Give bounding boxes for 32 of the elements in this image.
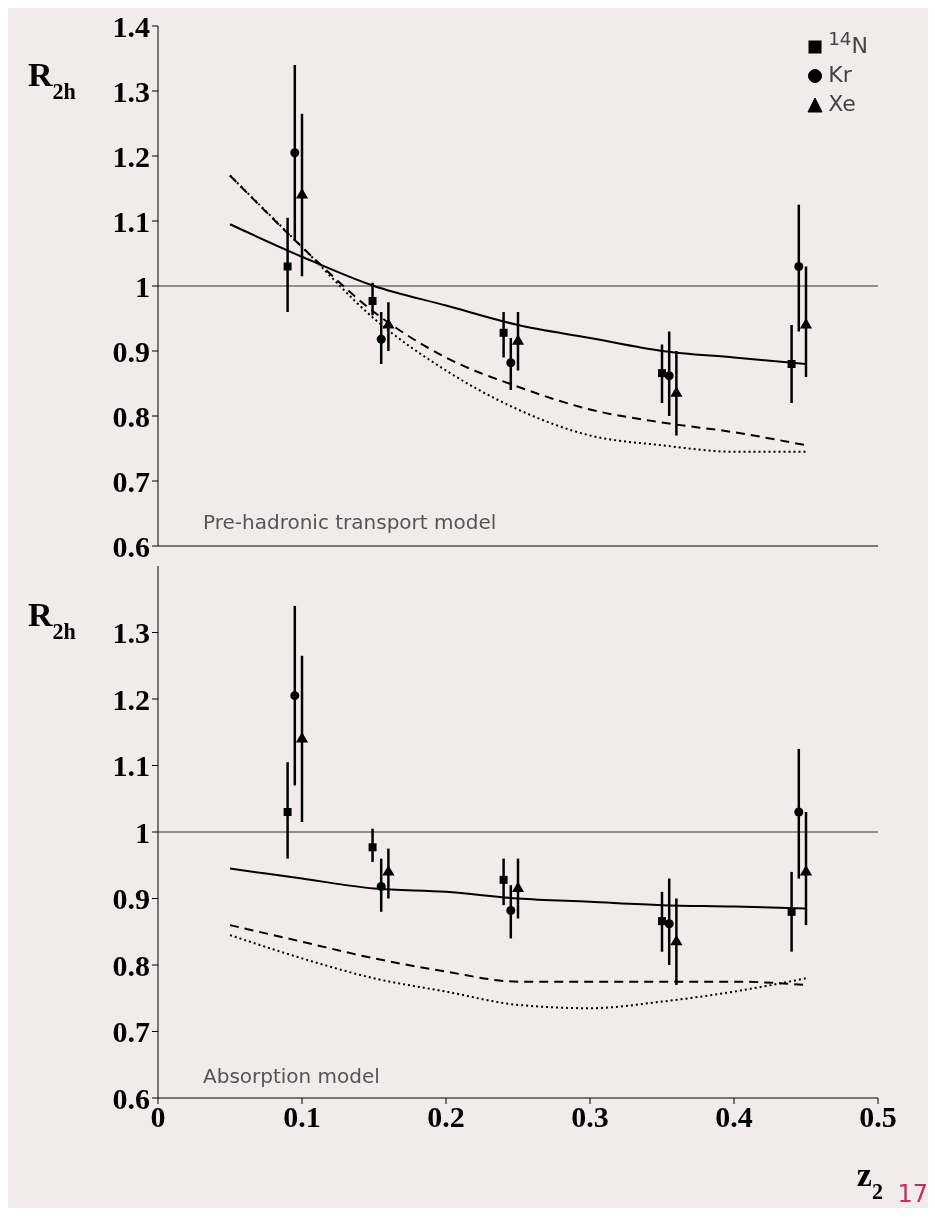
y-tick-label: 0.9 bbox=[112, 882, 150, 916]
y-tick-label: 1.2 bbox=[112, 139, 150, 173]
y-tick-label: 1 bbox=[135, 815, 150, 849]
x-tick-label: 0.2 bbox=[427, 1100, 465, 1134]
y-axis-title: R$_{2h}$ bbox=[28, 596, 76, 644]
y-tick-label: 0.6 bbox=[112, 1081, 150, 1115]
annotation: Absorption model bbox=[203, 1064, 380, 1088]
y-tick-label: 1.3 bbox=[112, 616, 150, 650]
y-tick-label: 1.2 bbox=[112, 682, 150, 716]
y-tick-label: 0.8 bbox=[112, 948, 150, 982]
y-tick-label: 0.8 bbox=[112, 399, 150, 433]
y-tick-label: 0.7 bbox=[112, 464, 150, 498]
x-tick-label: 0 bbox=[150, 1100, 166, 1134]
y-tick-label: 1.1 bbox=[112, 749, 150, 783]
annotation: Pre-hadronic transport model bbox=[203, 510, 497, 534]
x-tick-label: 0.1 bbox=[283, 1100, 321, 1134]
y-tick-label: 1.3 bbox=[112, 74, 150, 108]
legend-label: Xe bbox=[828, 91, 856, 117]
legend-label: Kr bbox=[828, 62, 852, 88]
y-tick-label: 0.9 bbox=[112, 334, 150, 368]
x-tick-label: 0.4 bbox=[715, 1100, 753, 1134]
y-tick-label: 0.7 bbox=[112, 1015, 150, 1049]
y-tick-label: 1.1 bbox=[112, 204, 150, 238]
x-tick-label: 0.3 bbox=[571, 1100, 609, 1134]
text: 17 bbox=[897, 1180, 928, 1208]
legend-label: $^{14}$N bbox=[828, 28, 868, 59]
x-tick-label: 0.5 bbox=[859, 1100, 897, 1134]
y-axis-title: R$_{2h}$ bbox=[28, 56, 76, 104]
y-tick-label: 1 bbox=[135, 269, 150, 303]
y-tick-label: 0.6 bbox=[112, 529, 150, 563]
y-tick-label: 1.4 bbox=[112, 9, 150, 43]
x-axis-title: z$_{2}$ bbox=[856, 1156, 883, 1204]
